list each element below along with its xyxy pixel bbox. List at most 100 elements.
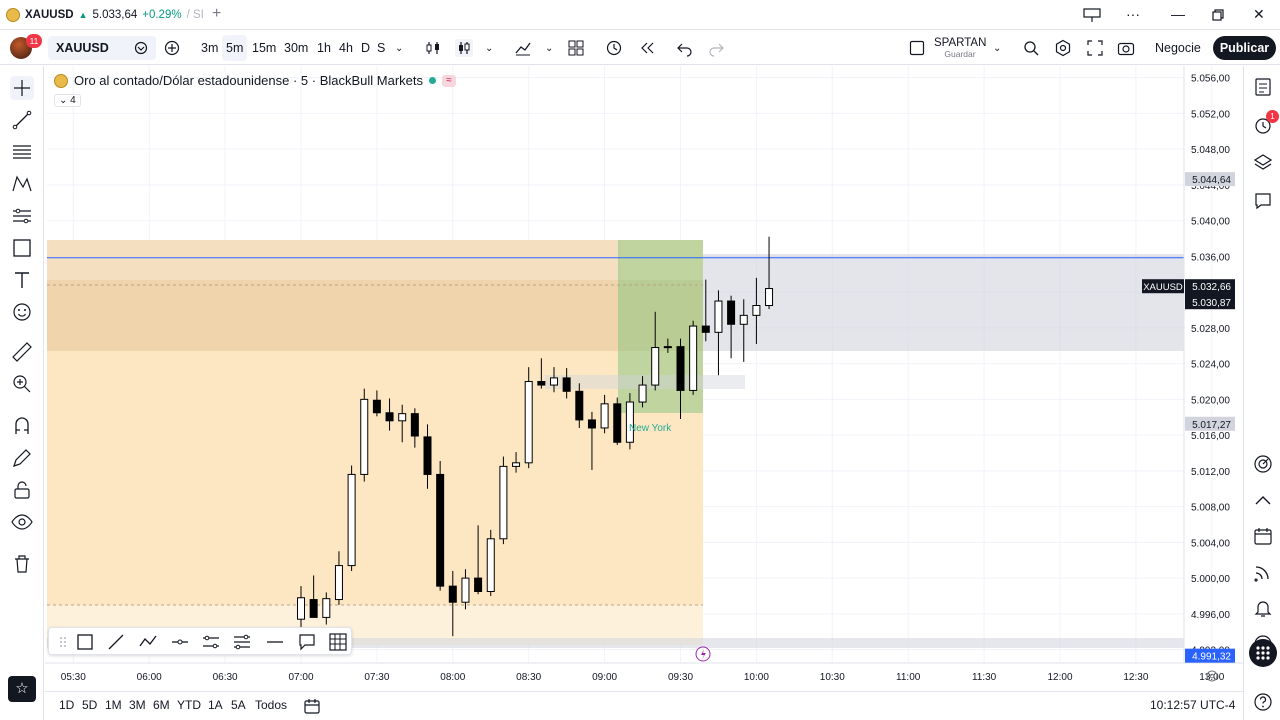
- magnet-icon[interactable]: [10, 414, 34, 438]
- lock-icon[interactable]: [10, 478, 34, 502]
- path-tool-icon[interactable]: [138, 632, 158, 652]
- undo-icon[interactable]: [676, 39, 694, 57]
- restore-icon[interactable]: [1212, 9, 1224, 21]
- layout-name-button[interactable]: SPARTAN Guardar: [934, 37, 986, 59]
- candle-body: [613, 403, 622, 443]
- layout-checkbox-icon[interactable]: [909, 40, 925, 56]
- interval-chevron-down-icon[interactable]: ⌄: [395, 42, 404, 54]
- symbol-name: XAUUSD: [56, 41, 109, 55]
- alerts-clock-icon[interactable]: [1252, 114, 1274, 136]
- range-3m[interactable]: 3M: [129, 698, 146, 712]
- range-5d[interactable]: 5D: [82, 698, 98, 712]
- range-all[interactable]: Todos: [255, 698, 288, 712]
- interval-30m[interactable]: 30m: [284, 41, 309, 55]
- compare-icon[interactable]: [134, 41, 148, 55]
- calendar-icon[interactable]: [1252, 525, 1274, 547]
- projection-icon[interactable]: [10, 204, 34, 228]
- range-5a[interactable]: 5A: [231, 698, 246, 712]
- news-feed-icon[interactable]: [1252, 561, 1274, 583]
- new-tab-plus-icon[interactable]: +: [212, 5, 222, 22]
- price-chart[interactable]: New York 5.056,00 5.052,00 5.048,00 5.044,0…: [45, 66, 1243, 690]
- replay-icon[interactable]: [638, 39, 656, 57]
- templates-grid-icon[interactable]: [567, 39, 585, 57]
- chart-type-chevron-down-icon[interactable]: ⌄: [485, 42, 494, 54]
- help-icon[interactable]: [1252, 691, 1274, 713]
- search-icon[interactable]: [1022, 39, 1040, 57]
- line-tool-icon[interactable]: [106, 632, 126, 652]
- layout-panel-icon[interactable]: [1082, 7, 1102, 23]
- lightning-marker[interactable]: [695, 646, 711, 662]
- gear-icon[interactable]: [1054, 39, 1072, 57]
- ruler-icon[interactable]: [10, 340, 34, 364]
- layers-icon[interactable]: [1252, 152, 1274, 174]
- fullscreen-icon[interactable]: [1086, 39, 1104, 57]
- rectangle-shape-icon[interactable]: [10, 236, 34, 260]
- symbol-search[interactable]: XAUUSD: [48, 36, 156, 60]
- clock-timezone[interactable]: 10:12:57 UTC-4: [1150, 698, 1236, 712]
- crosshair-icon[interactable]: [10, 76, 34, 100]
- range-1d[interactable]: 1D: [59, 698, 75, 712]
- target-icon[interactable]: [1252, 453, 1274, 475]
- table-grid-icon[interactable]: [328, 632, 348, 652]
- apps-grid-button[interactable]: [1249, 639, 1277, 667]
- redo-icon[interactable]: [707, 39, 725, 57]
- gold-coin-icon: [54, 73, 68, 88]
- eye-icon[interactable]: [10, 510, 34, 534]
- price-tick-label: 5.048,00: [1191, 145, 1230, 156]
- indicators-chevron-down-icon[interactable]: ⌄: [545, 42, 554, 54]
- indicators-icon[interactable]: [514, 39, 532, 57]
- chart-legend[interactable]: Oro al contado/Dólar estadounidense · 5 …: [54, 73, 457, 88]
- interval-s[interactable]: S: [377, 41, 386, 55]
- candles-icon[interactable]: [455, 39, 473, 57]
- range-1a[interactable]: 1A: [208, 698, 223, 712]
- time-axis-settings[interactable]: [1206, 670, 1218, 682]
- callout-icon[interactable]: [297, 632, 317, 652]
- rectangle-tool-icon[interactable]: [75, 632, 95, 652]
- bar-type-icon[interactable]: [424, 39, 442, 57]
- close-icon[interactable]: ✕: [1253, 6, 1265, 22]
- emoji-icon[interactable]: [10, 300, 34, 324]
- fib-tool-icon[interactable]: [232, 632, 252, 652]
- publish-button[interactable]: Publicar: [1213, 36, 1276, 60]
- interval-4h[interactable]: 4h: [339, 41, 353, 55]
- interval-3m[interactable]: 3m: [201, 41, 219, 55]
- trash-icon[interactable]: [10, 552, 34, 576]
- minimize-icon[interactable]: —: [1171, 6, 1185, 22]
- notifications-bell-icon[interactable]: [1252, 597, 1274, 619]
- drag-handle-icon[interactable]: [53, 632, 73, 652]
- more-options-icon[interactable]: ···: [1126, 6, 1140, 22]
- interval-15m[interactable]: 15m: [252, 41, 277, 55]
- horizontal-line-icon[interactable]: [265, 632, 285, 652]
- parallel-channel-icon[interactable]: [201, 632, 221, 652]
- camera-icon[interactable]: [1117, 39, 1135, 57]
- interval-1h[interactable]: 1h: [317, 41, 331, 55]
- range-6m[interactable]: 6M: [153, 698, 170, 712]
- trade-button[interactable]: Negocie: [1155, 41, 1201, 55]
- ideas-arrow-icon[interactable]: [1252, 489, 1274, 511]
- symbol-tab[interactable]: XAUUSD ▲ 5.033,64 +0.29% / SI: [6, 4, 204, 26]
- interval-d[interactable]: D: [361, 41, 371, 55]
- layout-chevron-down-icon[interactable]: ⌄: [993, 42, 1002, 54]
- chat-icon[interactable]: [1252, 190, 1274, 212]
- go-to-date-calendar-icon[interactable]: [303, 697, 321, 715]
- chart-area[interactable]: New York 5.056,00 5.052,00 5.048,00 5.044,0…: [45, 66, 1243, 690]
- time-axis[interactable]: :0005:3006:0006:3007:0007:3008:0008:3009…: [45, 672, 1243, 683]
- interval-5m[interactable]: 5m: [222, 35, 248, 61]
- horizontal-ray-icon[interactable]: [170, 632, 190, 652]
- add-symbol-icon[interactable]: [164, 40, 180, 56]
- watchlist-icon[interactable]: [1252, 76, 1274, 98]
- text-tool-icon[interactable]: [10, 268, 34, 292]
- candle-body: [651, 347, 660, 386]
- price-axis[interactable]: 5.056,00 5.052,00 5.048,00 5.044,00 5.040,00…: [1191, 74, 1230, 657]
- pencil-lock-icon[interactable]: [10, 446, 34, 470]
- trend-line-icon[interactable]: [10, 108, 34, 132]
- tab-suffix: / SI: [186, 9, 204, 21]
- pattern-icon[interactable]: [10, 172, 34, 196]
- alert-clock-icon[interactable]: [605, 39, 623, 57]
- indicators-collapse-button[interactable]: ⌄ 4: [54, 94, 81, 107]
- favorites-star-icon[interactable]: ☆: [8, 676, 36, 702]
- zoom-in-icon[interactable]: [10, 372, 34, 396]
- fib-retracement-icon[interactable]: [10, 140, 34, 164]
- range-ytd[interactable]: YTD: [177, 698, 201, 712]
- range-1m[interactable]: 1M: [105, 698, 122, 712]
